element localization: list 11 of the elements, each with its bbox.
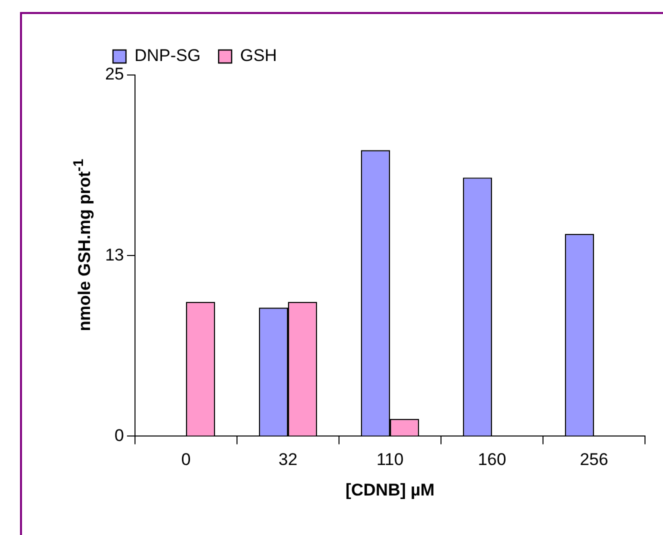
x-tick-label: 256 — [580, 450, 608, 470]
y-tick-label: 13 — [105, 245, 124, 264]
y-tick-label: 0 — [114, 426, 124, 445]
y-tick-label: 25 — [105, 64, 124, 84]
legend-label: DNP-SG — [134, 46, 201, 66]
x-tick-label: 0 — [181, 450, 191, 470]
x-tick-label: 160 — [478, 450, 506, 470]
legend-label: GSH — [240, 46, 277, 66]
x-axis-title: [CDNB] µM — [345, 480, 435, 500]
x-tick-label: 110 — [376, 450, 404, 470]
x-tick-label: 32 — [278, 450, 298, 470]
